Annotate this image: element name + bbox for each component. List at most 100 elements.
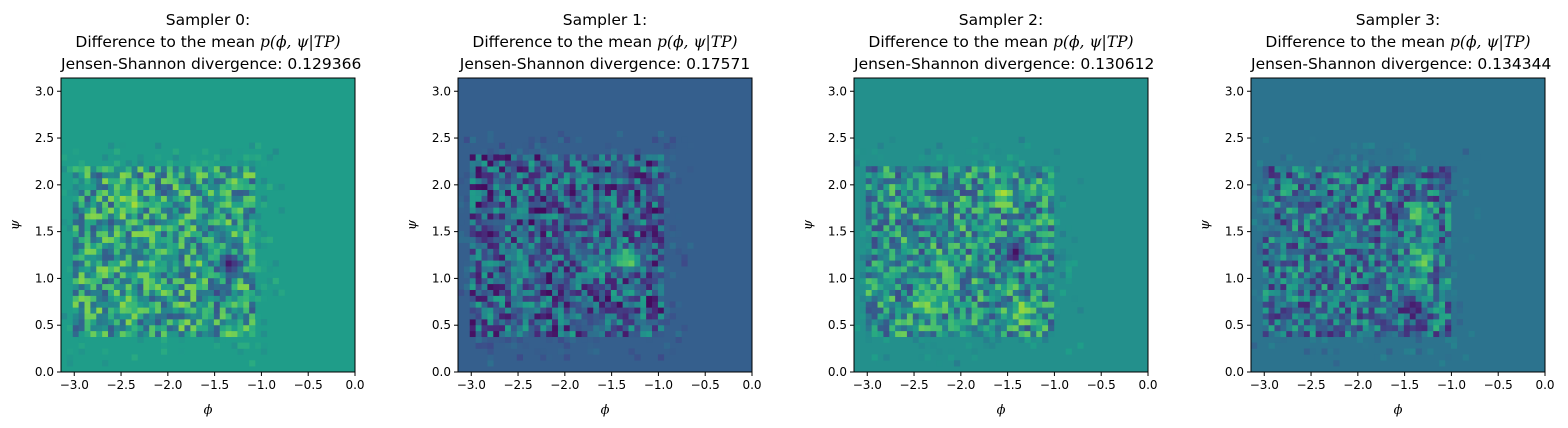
heatmap-cell	[1303, 348, 1311, 355]
heatmap-cell	[475, 289, 482, 296]
heatmap-cell	[1339, 236, 1346, 243]
heatmap-cell	[499, 189, 506, 196]
heatmap-cell	[948, 213, 955, 220]
heatmap-cell	[622, 219, 629, 226]
heatmap-cell	[137, 236, 144, 243]
heatmap-cell	[1303, 166, 1311, 173]
heatmap-cell	[1380, 324, 1387, 332]
heatmap-cell	[1374, 207, 1381, 214]
heatmap-cell	[971, 313, 978, 320]
heatmap-cell	[172, 219, 179, 226]
heatmap-cell	[587, 219, 594, 226]
heatmap-cell	[1403, 254, 1411, 261]
heatmap-cell	[948, 154, 955, 161]
heatmap-cell	[178, 230, 185, 238]
heatmap-cell	[255, 289, 262, 296]
heatmap-cell	[516, 319, 523, 326]
heatmap-cell	[1042, 266, 1049, 273]
heatmap-cell	[930, 242, 937, 249]
heatmap-cell	[1433, 225, 1440, 232]
heatmap-cell	[196, 324, 203, 332]
heatmap-cell	[487, 283, 494, 290]
heatmap-cell	[557, 266, 565, 273]
heatmap-cell	[1362, 172, 1369, 179]
heatmap-cell	[505, 207, 512, 214]
heatmap-cell	[1018, 183, 1025, 191]
heatmap-cell	[1048, 201, 1055, 208]
heatmap-cell	[249, 319, 256, 326]
heatmap-cell	[1036, 242, 1043, 249]
heatmap-cell	[528, 254, 535, 261]
heatmap-cell	[522, 324, 529, 332]
heatmap-cell	[1421, 260, 1428, 267]
heatmap-cell	[628, 154, 635, 161]
heatmap-cell	[155, 213, 162, 220]
heatmap-cell	[546, 242, 553, 249]
heatmap-cell	[1415, 225, 1422, 232]
heatmap-cell	[983, 230, 990, 238]
heatmap-cell	[669, 242, 676, 249]
heatmap-cell	[505, 242, 512, 249]
heatmap-cell	[628, 242, 635, 249]
heatmap-cell	[953, 289, 961, 296]
heatmap-cell	[959, 266, 967, 273]
heatmap-cell	[918, 319, 925, 326]
heatmap-cell	[622, 295, 629, 302]
heatmap-cell	[102, 272, 109, 279]
heatmap-cell	[675, 230, 682, 238]
heatmap-cell	[616, 230, 623, 238]
heatmap-cell	[646, 336, 653, 343]
heatmap-cell	[255, 142, 262, 149]
heatmap-cell	[912, 277, 919, 285]
heatmap-cells	[61, 78, 355, 372]
heatmap-cell	[628, 272, 635, 279]
heatmap-cell	[481, 172, 488, 179]
heatmap-cell	[628, 313, 635, 320]
heatmap-cell	[1427, 295, 1434, 302]
heatmap-cell	[96, 307, 103, 314]
heatmap-cell	[213, 324, 221, 332]
heatmap-cell	[628, 213, 635, 220]
heatmap-cell	[131, 207, 138, 214]
heatmap-cell	[184, 201, 191, 208]
heatmap-cell	[877, 166, 884, 173]
heatmap-cell	[989, 166, 996, 173]
heatmap-cell	[213, 254, 221, 261]
heatmap-cell	[1368, 248, 1375, 255]
heatmap-cell	[481, 313, 488, 320]
heatmap-cell	[906, 313, 914, 320]
heatmap-cell	[1350, 313, 1358, 320]
heatmap-cell	[912, 230, 919, 238]
heatmap-cell	[918, 219, 925, 226]
heatmap-cell	[1439, 236, 1446, 243]
heatmap-cell	[652, 177, 659, 185]
heatmap-cell	[634, 330, 641, 338]
x-tick-label: −0.5	[691, 378, 720, 392]
heatmap-cell	[522, 301, 529, 308]
heatmap-cell	[1380, 301, 1387, 308]
heatmap-cell	[1445, 266, 1452, 273]
heatmap-cell	[208, 254, 215, 261]
title-line-2: Difference to the mean p(ϕ, ψ|TP)	[472, 33, 738, 51]
heatmap-cell	[1339, 283, 1346, 290]
heatmap-cell	[652, 295, 659, 302]
heatmap-cell	[1286, 219, 1293, 226]
heatmap-cell	[569, 266, 576, 273]
heatmap-cell	[102, 360, 109, 367]
heatmap-cell	[487, 277, 494, 285]
heatmap-cell	[528, 272, 535, 279]
heatmap-cell	[906, 289, 914, 296]
heatmap-cell	[918, 230, 925, 238]
heatmap-cell	[219, 260, 226, 267]
heatmap-cell	[202, 166, 209, 173]
heatmap-cell	[1262, 260, 1269, 267]
heatmap-cell	[1298, 177, 1305, 185]
heatmap-cell	[877, 289, 884, 296]
heatmap-cell	[487, 177, 494, 185]
heatmap-cell	[983, 166, 990, 173]
heatmap-cell	[196, 289, 203, 296]
heatmap-cell	[528, 142, 535, 149]
heatmap-cell	[178, 307, 185, 314]
heatmap-cell	[155, 236, 162, 243]
heatmap-cell	[72, 289, 79, 296]
